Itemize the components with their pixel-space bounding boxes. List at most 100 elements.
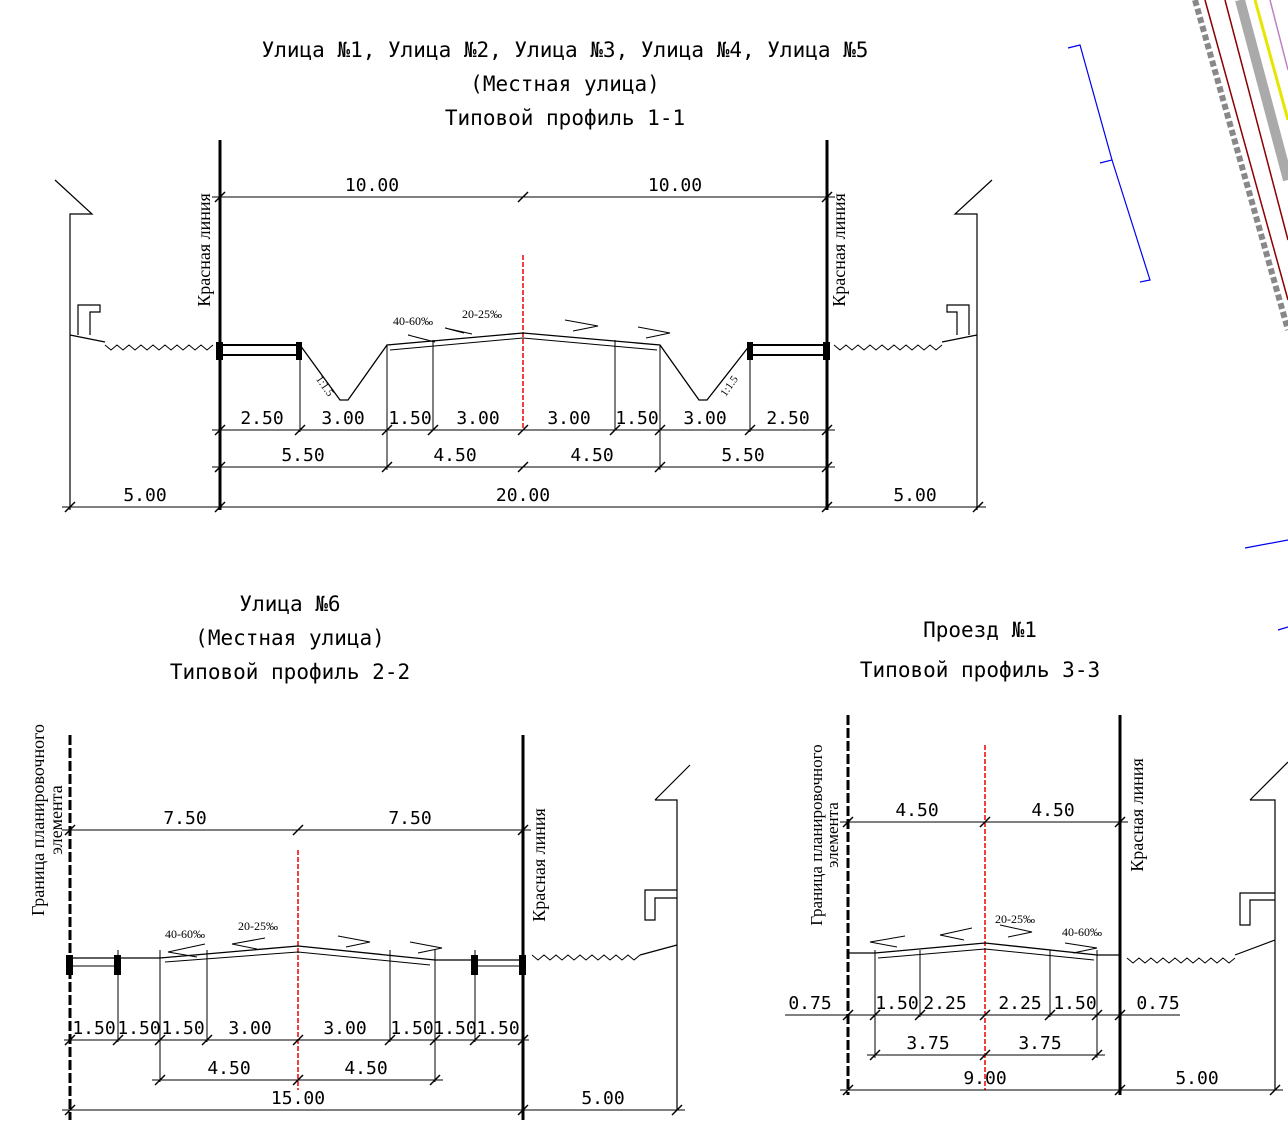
dim-label: 3.00 [323,1018,366,1039]
dim-label: 0.75 [788,993,831,1014]
dim-tick [1091,1009,1103,1021]
slope-arrow [409,941,443,954]
dim-tick [842,1084,854,1096]
slope-label: 1:1.5 [313,374,336,400]
map-line [1253,0,1288,121]
map-road [1192,0,1288,331]
dim-tick [821,191,833,203]
curb [216,342,223,360]
slope-label: 40-60‰ [165,927,205,941]
dim-tick [654,461,666,473]
dim-tick [292,824,304,836]
dim-label: 3.00 [683,408,726,429]
window [77,304,101,335]
house-wall [54,179,94,510]
house [833,179,993,510]
slope-arrow [444,327,473,335]
dim-tick [214,424,226,436]
dim-tick [1091,1049,1103,1061]
dim-label: 1.50 [72,1018,115,1039]
red-line-label: Красная линия [829,193,849,307]
sidewalk [220,344,300,356]
house-wall [654,764,691,1110]
dim-tick [517,824,529,836]
dim-tick [429,1074,441,1086]
dim-tick [64,501,76,513]
ground [639,944,678,956]
slope-label: 20-25‰ [238,919,278,933]
house-wall [953,179,993,510]
curb [747,342,753,360]
dim-tick [429,1034,441,1046]
sidewalk [750,344,827,356]
dim-tick [517,424,529,436]
slope-label: 40-60‰ [393,314,433,328]
slope-arrow [999,924,1033,938]
dim-tick [842,816,854,828]
dim-label: 2.50 [240,408,283,429]
slope-label: 20-25‰ [995,912,1035,926]
road-base [70,951,523,967]
ground-hatch [531,954,641,961]
dim-tick [214,461,226,473]
curb [519,955,526,975]
ground-hatch [1126,957,1236,964]
title: Улица №1, Улица №2, Улица №3, Улица №4, … [262,38,869,62]
dim-tick [914,1009,926,1021]
slope-arrow [337,935,371,948]
curb [823,342,830,360]
slope-arrow [167,943,206,958]
dim-tick [979,1009,991,1021]
dim-label: 15.00 [271,1088,325,1109]
road-base [877,948,1095,961]
title: Проезд №1 [923,618,1037,642]
dim-label: 2.25 [923,993,966,1014]
dim-label: 3.00 [456,408,499,429]
map-boundary [1244,539,1288,549]
boundary-label: Граница планировочного [807,744,826,925]
dim-label: 4.50 [1031,800,1074,821]
dim-tick [381,424,393,436]
dim-tick [64,1104,76,1116]
dim-label: 5.00 [581,1088,624,1109]
dim-label: 5.50 [721,445,764,466]
dim-label: 5.50 [281,445,324,466]
dim-tick [427,424,439,436]
road-surface [70,945,523,961]
dim-label: 5.00 [123,485,166,506]
dim-label: 5.00 [893,485,936,506]
dim-tick [154,1034,166,1046]
dim-label: 9.00 [963,1068,1006,1089]
map-boundary [1111,159,1151,283]
slope-arrow [407,334,436,343]
dim-tick [869,1049,881,1061]
dim-tick [112,1034,124,1046]
dim-label: 2.25 [998,993,1041,1014]
slope-label: 40-60‰ [1062,925,1102,939]
dim-label: 4.50 [207,1058,250,1079]
dim-label: 10.00 [648,175,702,196]
title: Улица №6 [239,592,340,616]
slope-arrow [637,326,671,339]
map-boundary [1067,44,1113,164]
dim-label: 4.50 [895,800,938,821]
house [54,179,214,510]
dim-tick [1044,1009,1056,1021]
title: (Местная улица) [195,626,385,650]
red-line-label: Красная линия [529,808,549,922]
window [1239,892,1275,926]
dim-tick [1114,1084,1126,1096]
slope-arrow [564,319,599,332]
ground [69,334,106,343]
map-line [1204,0,1288,301]
dim-tick [381,461,393,473]
dim-label: 3.75 [1018,1033,1061,1054]
dim-tick [609,424,621,436]
dim-tick [154,1074,166,1086]
slope-label: 20-25‰ [462,307,502,321]
map-line [1224,0,1288,241]
dim-tick [821,461,833,473]
dim-tick [842,1009,854,1021]
window [644,889,677,921]
